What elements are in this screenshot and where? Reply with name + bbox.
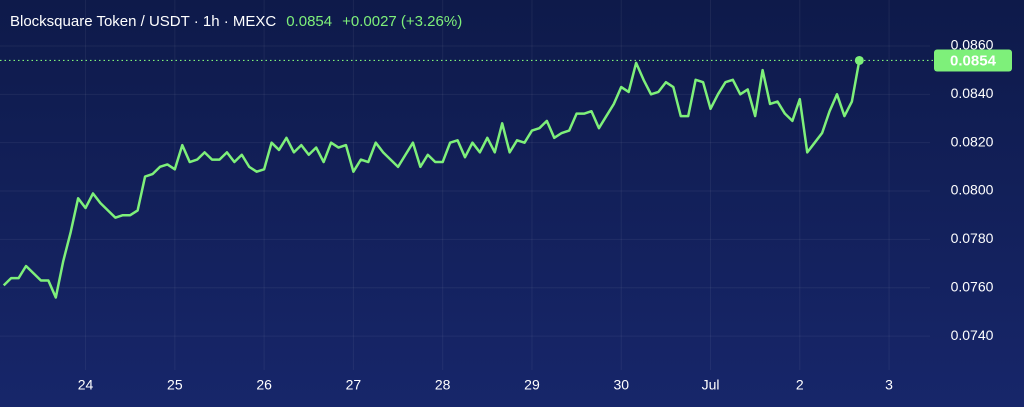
last-point [854, 55, 864, 65]
x-tick-label: Jul [702, 377, 720, 393]
y-tick-label: 0.0740 [951, 327, 994, 343]
x-tick-label: 26 [256, 377, 272, 393]
price-change: +0.0027 (+3.26%) [342, 13, 462, 30]
x-tick-label: 30 [613, 377, 629, 393]
x-tick-label: 24 [78, 377, 94, 393]
chart-title: Blocksquare Token / USDT · 1h · MEXC [10, 13, 276, 30]
x-tick-label: 28 [435, 377, 451, 393]
y-tick-label: 0.0780 [951, 230, 994, 246]
x-tick-label: 2 [796, 377, 804, 393]
last-price: 0.0854 [286, 13, 332, 30]
price-tag [934, 49, 1012, 72]
x-tick-label: 27 [346, 377, 362, 393]
price-tag-label: 0.0854 [950, 52, 997, 69]
y-tick-label: 0.0840 [951, 85, 994, 101]
y-tick-label: 0.0820 [951, 133, 994, 149]
x-tick-label: 25 [167, 377, 183, 393]
y-tick-label: 0.0800 [951, 182, 994, 198]
y-tick-label: 0.0860 [951, 37, 994, 53]
x-tick-label: 29 [524, 377, 540, 393]
price-line [2, 60, 861, 299]
y-tick-label: 0.0760 [951, 278, 994, 294]
x-tick-label: 3 [885, 377, 893, 393]
